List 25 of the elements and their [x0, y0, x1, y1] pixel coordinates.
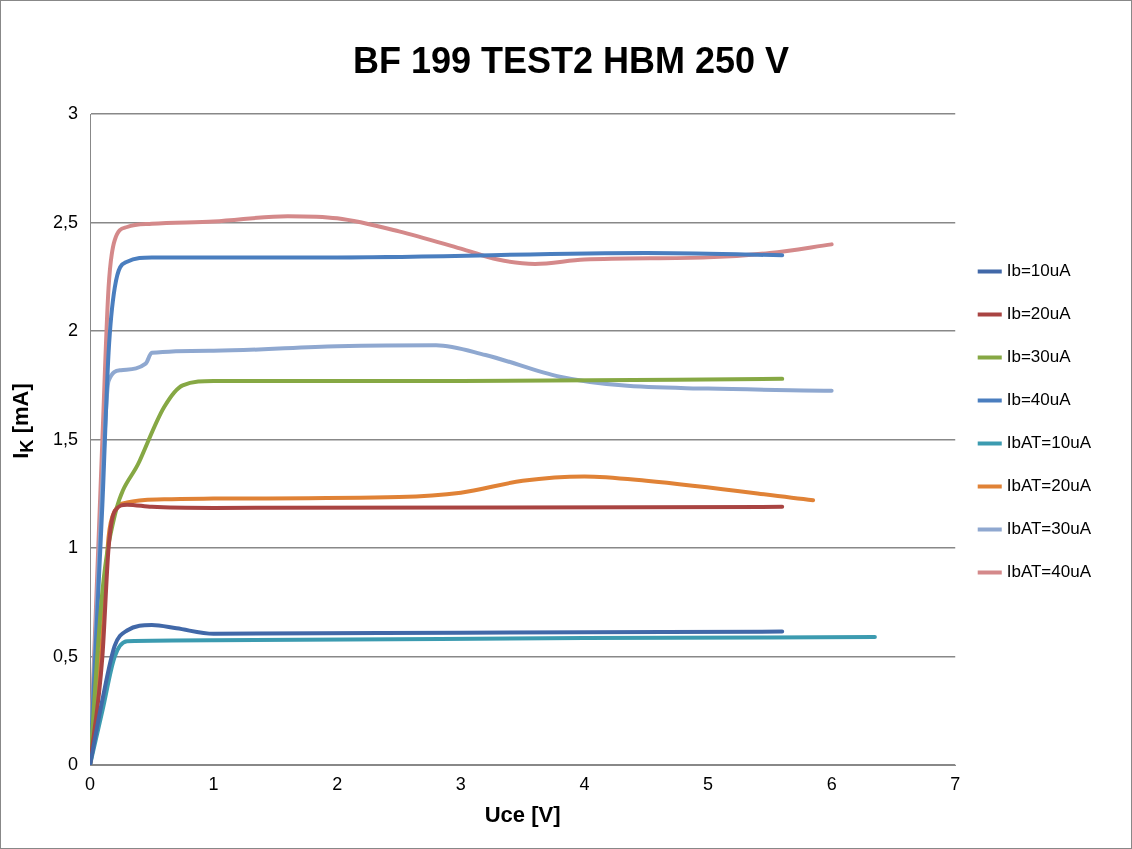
legend-label: Ib=30uA: [1006, 347, 1072, 367]
y-tick-label: 1: [68, 537, 79, 558]
x-tick-label: 4: [579, 773, 590, 794]
y-tick-label: 1,5: [52, 428, 79, 449]
legend-label: IbAT=10uA: [1006, 433, 1092, 453]
x-tick-label: 3: [455, 773, 466, 794]
y-tick-label: 2: [68, 320, 79, 341]
x-tick-label: 7: [950, 773, 961, 794]
x-tick-label: 5: [703, 773, 714, 794]
y-tick-label: 0,5: [52, 645, 79, 666]
y-tick-label: 2,5: [52, 211, 79, 232]
x-axis-title: Uce [V]: [484, 801, 561, 827]
legend-label: Ib=10uA: [1006, 261, 1072, 281]
legend-label: IbAT=20uA: [1006, 476, 1092, 496]
chart-title: BF 199 TEST2 HBM 250 V: [352, 39, 790, 81]
legend-label: IbAT=30uA: [1006, 519, 1092, 539]
legend-label: IbAT=40uA: [1006, 562, 1092, 582]
y-tick-label: 3: [68, 103, 79, 124]
legend-label: Ib=20uA: [1006, 304, 1072, 324]
x-tick-label: 1: [208, 773, 219, 794]
y-tick-label: 0: [68, 753, 79, 774]
x-tick-label: 6: [826, 773, 837, 794]
x-tick-label: 0: [85, 773, 96, 794]
x-tick-label: 2: [332, 773, 343, 794]
legend-label: Ib=40uA: [1006, 390, 1072, 410]
